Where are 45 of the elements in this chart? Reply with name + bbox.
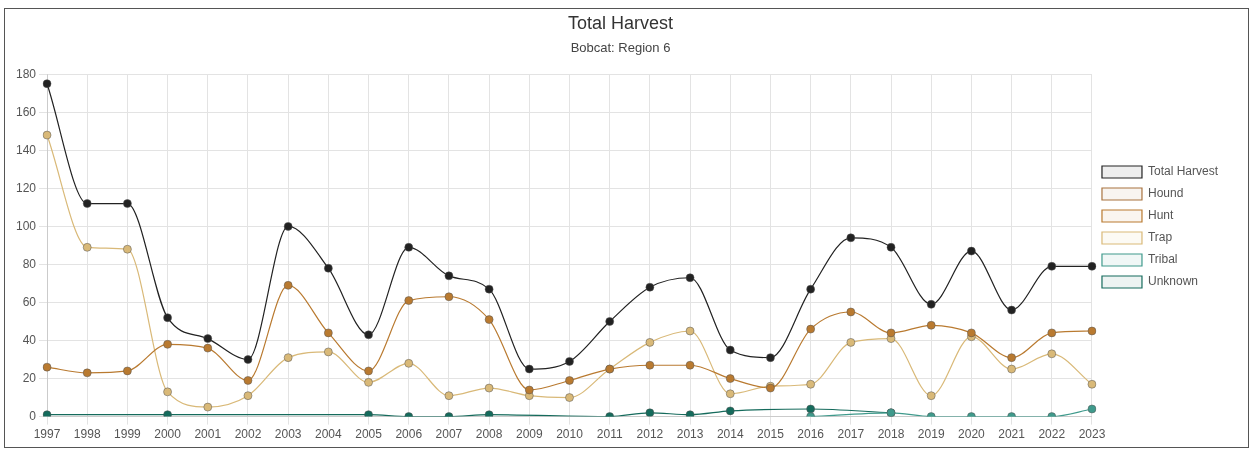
x-tick-label: 2003 xyxy=(274,427,302,442)
x-tick-label: 2010 xyxy=(556,427,584,442)
x-tick-label: 2022 xyxy=(1038,427,1066,442)
x-tick-label: 2012 xyxy=(636,427,664,442)
x-tick-label: 2015 xyxy=(757,427,785,442)
y-tick-label: 180 xyxy=(15,66,37,81)
legend-label: Hound xyxy=(1147,186,1184,201)
legend-label: Total Harvest xyxy=(1147,164,1219,179)
x-tick-label: 2018 xyxy=(877,427,905,442)
y-tick-label: 20 xyxy=(22,370,37,385)
y-tick-label: 140 xyxy=(15,142,37,157)
x-tick-label: 2005 xyxy=(355,427,383,442)
y-tick-label: 160 xyxy=(15,104,37,119)
x-tick-label: 2002 xyxy=(234,427,262,442)
x-tick-label: 2017 xyxy=(837,427,865,442)
x-tick-label: 2019 xyxy=(917,427,945,442)
y-tick-label: 80 xyxy=(22,256,37,271)
x-tick-label: 2021 xyxy=(998,427,1026,442)
x-tick-label: 2013 xyxy=(676,427,704,442)
x-tick-label: 2020 xyxy=(958,427,986,442)
x-tick-label: 2011 xyxy=(596,427,623,442)
x-tick-label: 2014 xyxy=(716,427,744,442)
chart-title: Total Harvest xyxy=(567,12,674,33)
x-tick-label: 2016 xyxy=(797,427,825,442)
y-tick-label: 100 xyxy=(15,218,37,233)
x-tick-label: 2004 xyxy=(315,427,343,442)
x-tick-label: 2006 xyxy=(395,427,423,442)
chart-subtitle: Bobcat: Region 6 xyxy=(570,39,671,55)
legend-label: Tribal xyxy=(1147,252,1178,267)
x-tick-label: 2008 xyxy=(475,427,503,442)
x-tick-label: 2000 xyxy=(154,427,182,442)
y-tick-label: 0 xyxy=(29,408,37,423)
y-tick-label: 40 xyxy=(22,332,37,347)
legend-label: Trap xyxy=(1147,230,1173,245)
y-tick-label: 60 xyxy=(22,294,37,309)
legend-label: Hunt xyxy=(1147,208,1174,223)
x-tick-label: 2007 xyxy=(435,427,463,442)
y-tick-label: 120 xyxy=(15,180,37,195)
x-tick-label: 2001 xyxy=(194,427,222,442)
x-tick-label: 2009 xyxy=(515,427,543,442)
x-tick-label: 2023 xyxy=(1078,427,1106,442)
legend-label: Unknown xyxy=(1147,274,1199,289)
x-tick-label: 1998 xyxy=(73,427,101,442)
x-tick-label: 1999 xyxy=(114,427,142,442)
x-tick-label: 1997 xyxy=(33,427,61,442)
